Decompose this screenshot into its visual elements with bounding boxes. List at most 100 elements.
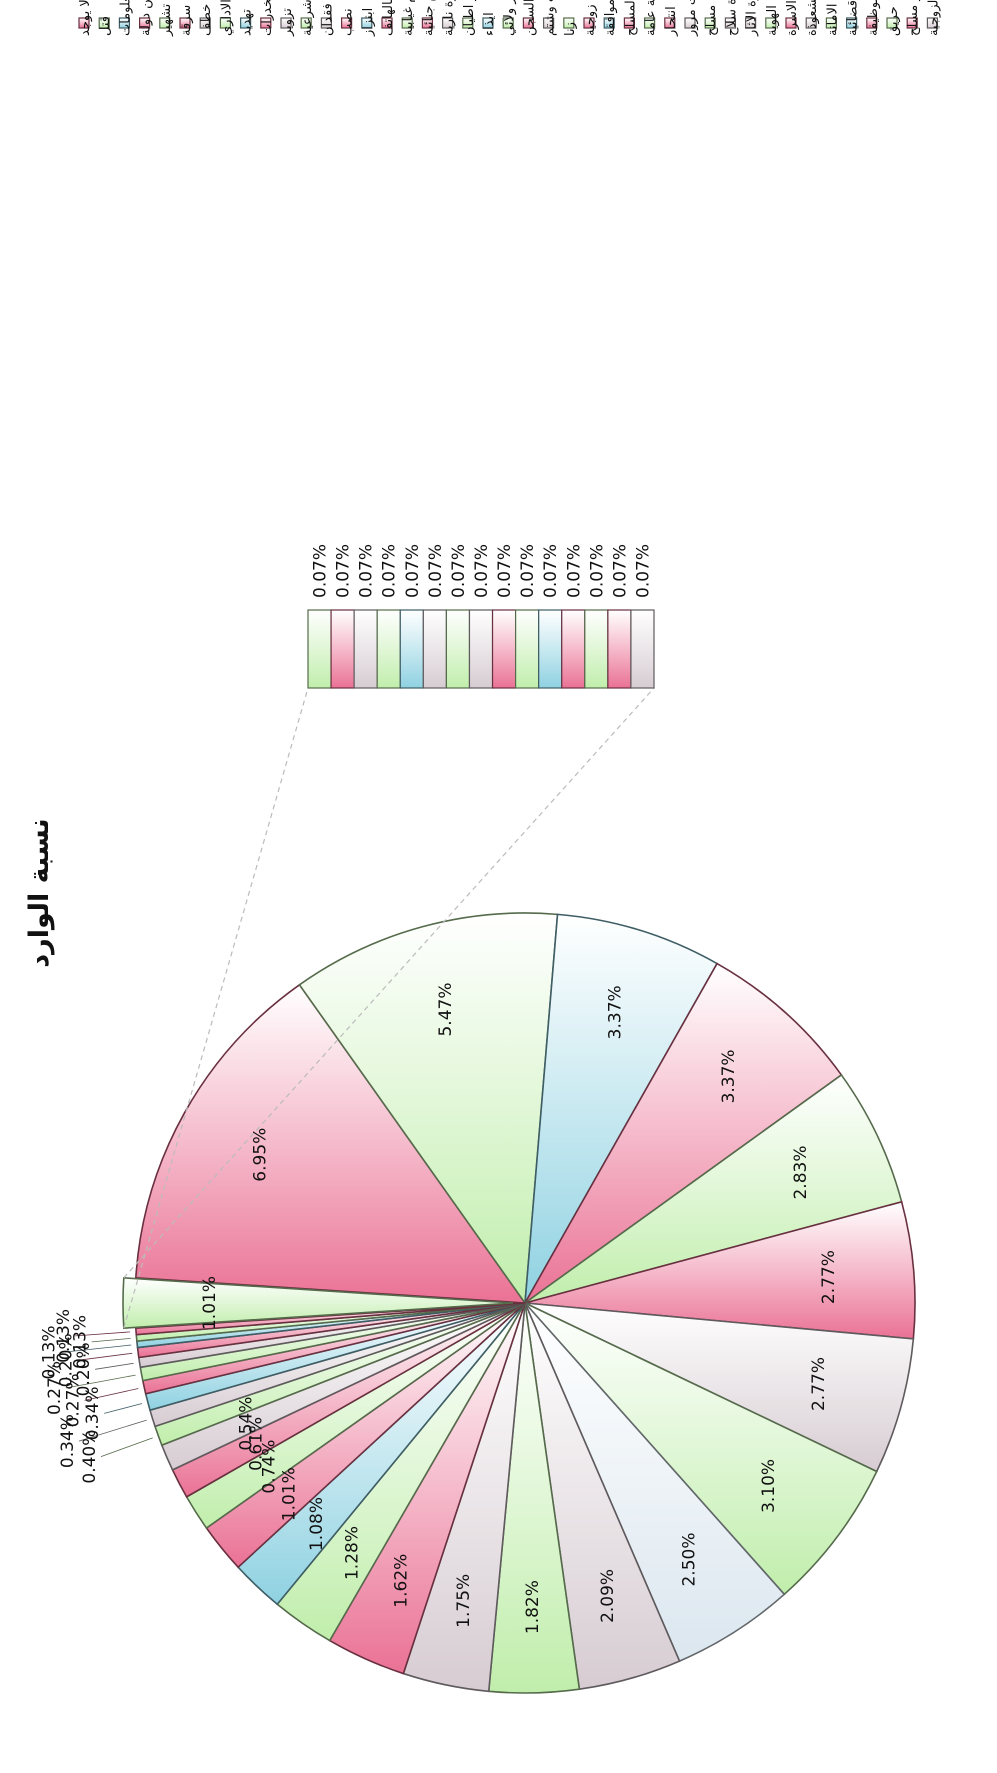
pie-data-label: 0.61% bbox=[246, 1417, 266, 1471]
legend-label: تهديد bbox=[240, 9, 255, 36]
other-bar-label: 0.07% bbox=[610, 544, 630, 598]
other-bar-segment bbox=[353, 609, 378, 689]
legend-label: عدم تنفيذ احكام واوامر قضائية bbox=[846, 0, 861, 36]
legend-swatch bbox=[744, 17, 757, 29]
other-bar-segment bbox=[514, 609, 540, 689]
pie-slice bbox=[524, 1073, 903, 1304]
other-bar-segment bbox=[399, 609, 424, 689]
other-bar-label: 0.07% bbox=[403, 544, 423, 598]
legend-swatch bbox=[260, 17, 272, 29]
legend-label: سب وشتم bbox=[543, 0, 558, 36]
legend-swatch bbox=[482, 17, 494, 29]
legend-label: سرقة bbox=[179, 5, 194, 36]
legend-swatch bbox=[886, 17, 898, 29]
legend-swatch bbox=[825, 17, 838, 29]
other-bar-segment bbox=[468, 609, 494, 689]
other-bar-segment bbox=[491, 609, 517, 689]
pie-data-label: 1.75% bbox=[454, 1574, 474, 1628]
other-bar-segment bbox=[584, 609, 609, 689]
legend-swatch bbox=[361, 17, 373, 29]
legend-swatch bbox=[199, 17, 211, 29]
legend-label: هروب من بيت الزوجية bbox=[926, 0, 941, 36]
legend-swatch bbox=[98, 17, 110, 29]
legend-swatch bbox=[320, 17, 332, 29]
legend-label: تهريب والهجرة غير شرعية bbox=[300, 0, 315, 36]
legend-label: قتل bbox=[98, 16, 113, 36]
other-bar-segment bbox=[445, 609, 471, 689]
legend-swatch bbox=[300, 17, 312, 29]
legend-label: جرائم الفساد المالي و الاداري bbox=[219, 0, 234, 36]
legend-swatch bbox=[926, 17, 939, 29]
other-bar-segment bbox=[376, 609, 401, 689]
legend-swatch bbox=[139, 17, 151, 29]
other-bar-label: 0.07% bbox=[472, 544, 492, 598]
pie-data-label: 0.13% bbox=[71, 1315, 91, 1369]
legend-label: اساءة استعمال الوظيفة bbox=[866, 0, 881, 36]
pie-data-label: 1.08% bbox=[307, 1497, 327, 1551]
leader-line bbox=[91, 1338, 131, 1343]
other-bar-label: 0.07% bbox=[380, 544, 400, 598]
pie-data-label: 0.74% bbox=[260, 1440, 280, 1494]
legend-label: احكام غيابية bbox=[401, 0, 416, 36]
pie-slice bbox=[134, 983, 527, 1304]
legend-swatch bbox=[442, 17, 454, 29]
other-bar-label: 0.07% bbox=[587, 544, 607, 598]
legend-swatch bbox=[462, 17, 474, 29]
pie-data-label: 2.50% bbox=[680, 1532, 700, 1586]
legend-label: ايذاء bbox=[482, 12, 497, 36]
legend-swatch bbox=[583, 17, 595, 29]
leader-line bbox=[78, 1419, 147, 1442]
legend-label: مضايقة بالهاتف bbox=[381, 0, 396, 36]
pie-data-label: 0.27% bbox=[64, 1373, 84, 1427]
legend-swatch bbox=[401, 17, 413, 29]
pie-slice bbox=[524, 1302, 878, 1596]
legend-label: خيانة الامانة bbox=[825, 0, 840, 36]
legend-label: اتباع مسلك يتنافى مع نظام الاسرة المسلح bbox=[623, 0, 638, 36]
leader-line bbox=[60, 1344, 132, 1353]
pie-data-label: 2.77% bbox=[819, 1250, 839, 1304]
legend-label: مخدرات bbox=[260, 0, 275, 36]
leader-line bbox=[100, 1437, 153, 1457]
other-bar bbox=[307, 609, 655, 689]
pie-data-label: 1.62% bbox=[392, 1554, 412, 1608]
legend-label: هروب من السجن bbox=[522, 0, 537, 36]
legend-swatch bbox=[643, 17, 656, 29]
other-bar-label: 0.07% bbox=[357, 544, 377, 598]
legend-label: تزوير bbox=[280, 8, 295, 37]
legend-swatch bbox=[522, 17, 535, 29]
legend-swatch bbox=[684, 17, 696, 29]
legend-label: امن دولة bbox=[139, 0, 154, 36]
pie-data-label: 3.37% bbox=[606, 985, 626, 1039]
legend-label: السحر والشعوذة bbox=[805, 0, 820, 36]
legend-label: ابتزاز bbox=[361, 8, 376, 37]
legend-label: اعتداء مسلح bbox=[704, 0, 719, 36]
pie-data-label: 2.83% bbox=[791, 1145, 811, 1199]
connector-line bbox=[123, 687, 309, 1329]
other-bar-label: 0.07% bbox=[449, 544, 469, 598]
legend-swatch bbox=[866, 17, 878, 29]
legend-label: تشهير bbox=[159, 3, 174, 37]
legend-label: خيانة زوجية bbox=[583, 0, 598, 36]
other-bar-segment bbox=[538, 609, 563, 689]
other-bar-label: 0.07% bbox=[495, 544, 515, 598]
other-bar-segment bbox=[330, 609, 355, 689]
legend-label: حريق bbox=[886, 6, 901, 36]
legend-swatch bbox=[341, 17, 353, 29]
leader-line bbox=[77, 1352, 133, 1361]
leader-lines bbox=[60, 1331, 153, 1457]
pie-data-label: 0.13% bbox=[40, 1325, 60, 1379]
other-bar-label: 0.07% bbox=[426, 544, 446, 598]
pie-slice bbox=[298, 912, 559, 1306]
other-bar-label: 0.07% bbox=[564, 544, 584, 598]
other-bar-label: 0.07% bbox=[541, 544, 561, 598]
legend-label: فقدان bbox=[320, 3, 335, 36]
pie-data-labels: 6.95% 5.47% 3.37% 3.37% 2.83% 2.77% 2.77% 3.10%… bbox=[40, 982, 839, 1634]
pie-data-label: 1.28% bbox=[343, 1526, 363, 1580]
pie-data-label: 0.20% bbox=[57, 1333, 77, 1387]
legend-swatch bbox=[563, 17, 575, 29]
pie-slice bbox=[524, 913, 719, 1304]
pie-data-label: 0.54% bbox=[237, 1397, 257, 1451]
pie-slice bbox=[524, 1302, 915, 1473]
other-bar-label: 0.07% bbox=[634, 544, 654, 598]
